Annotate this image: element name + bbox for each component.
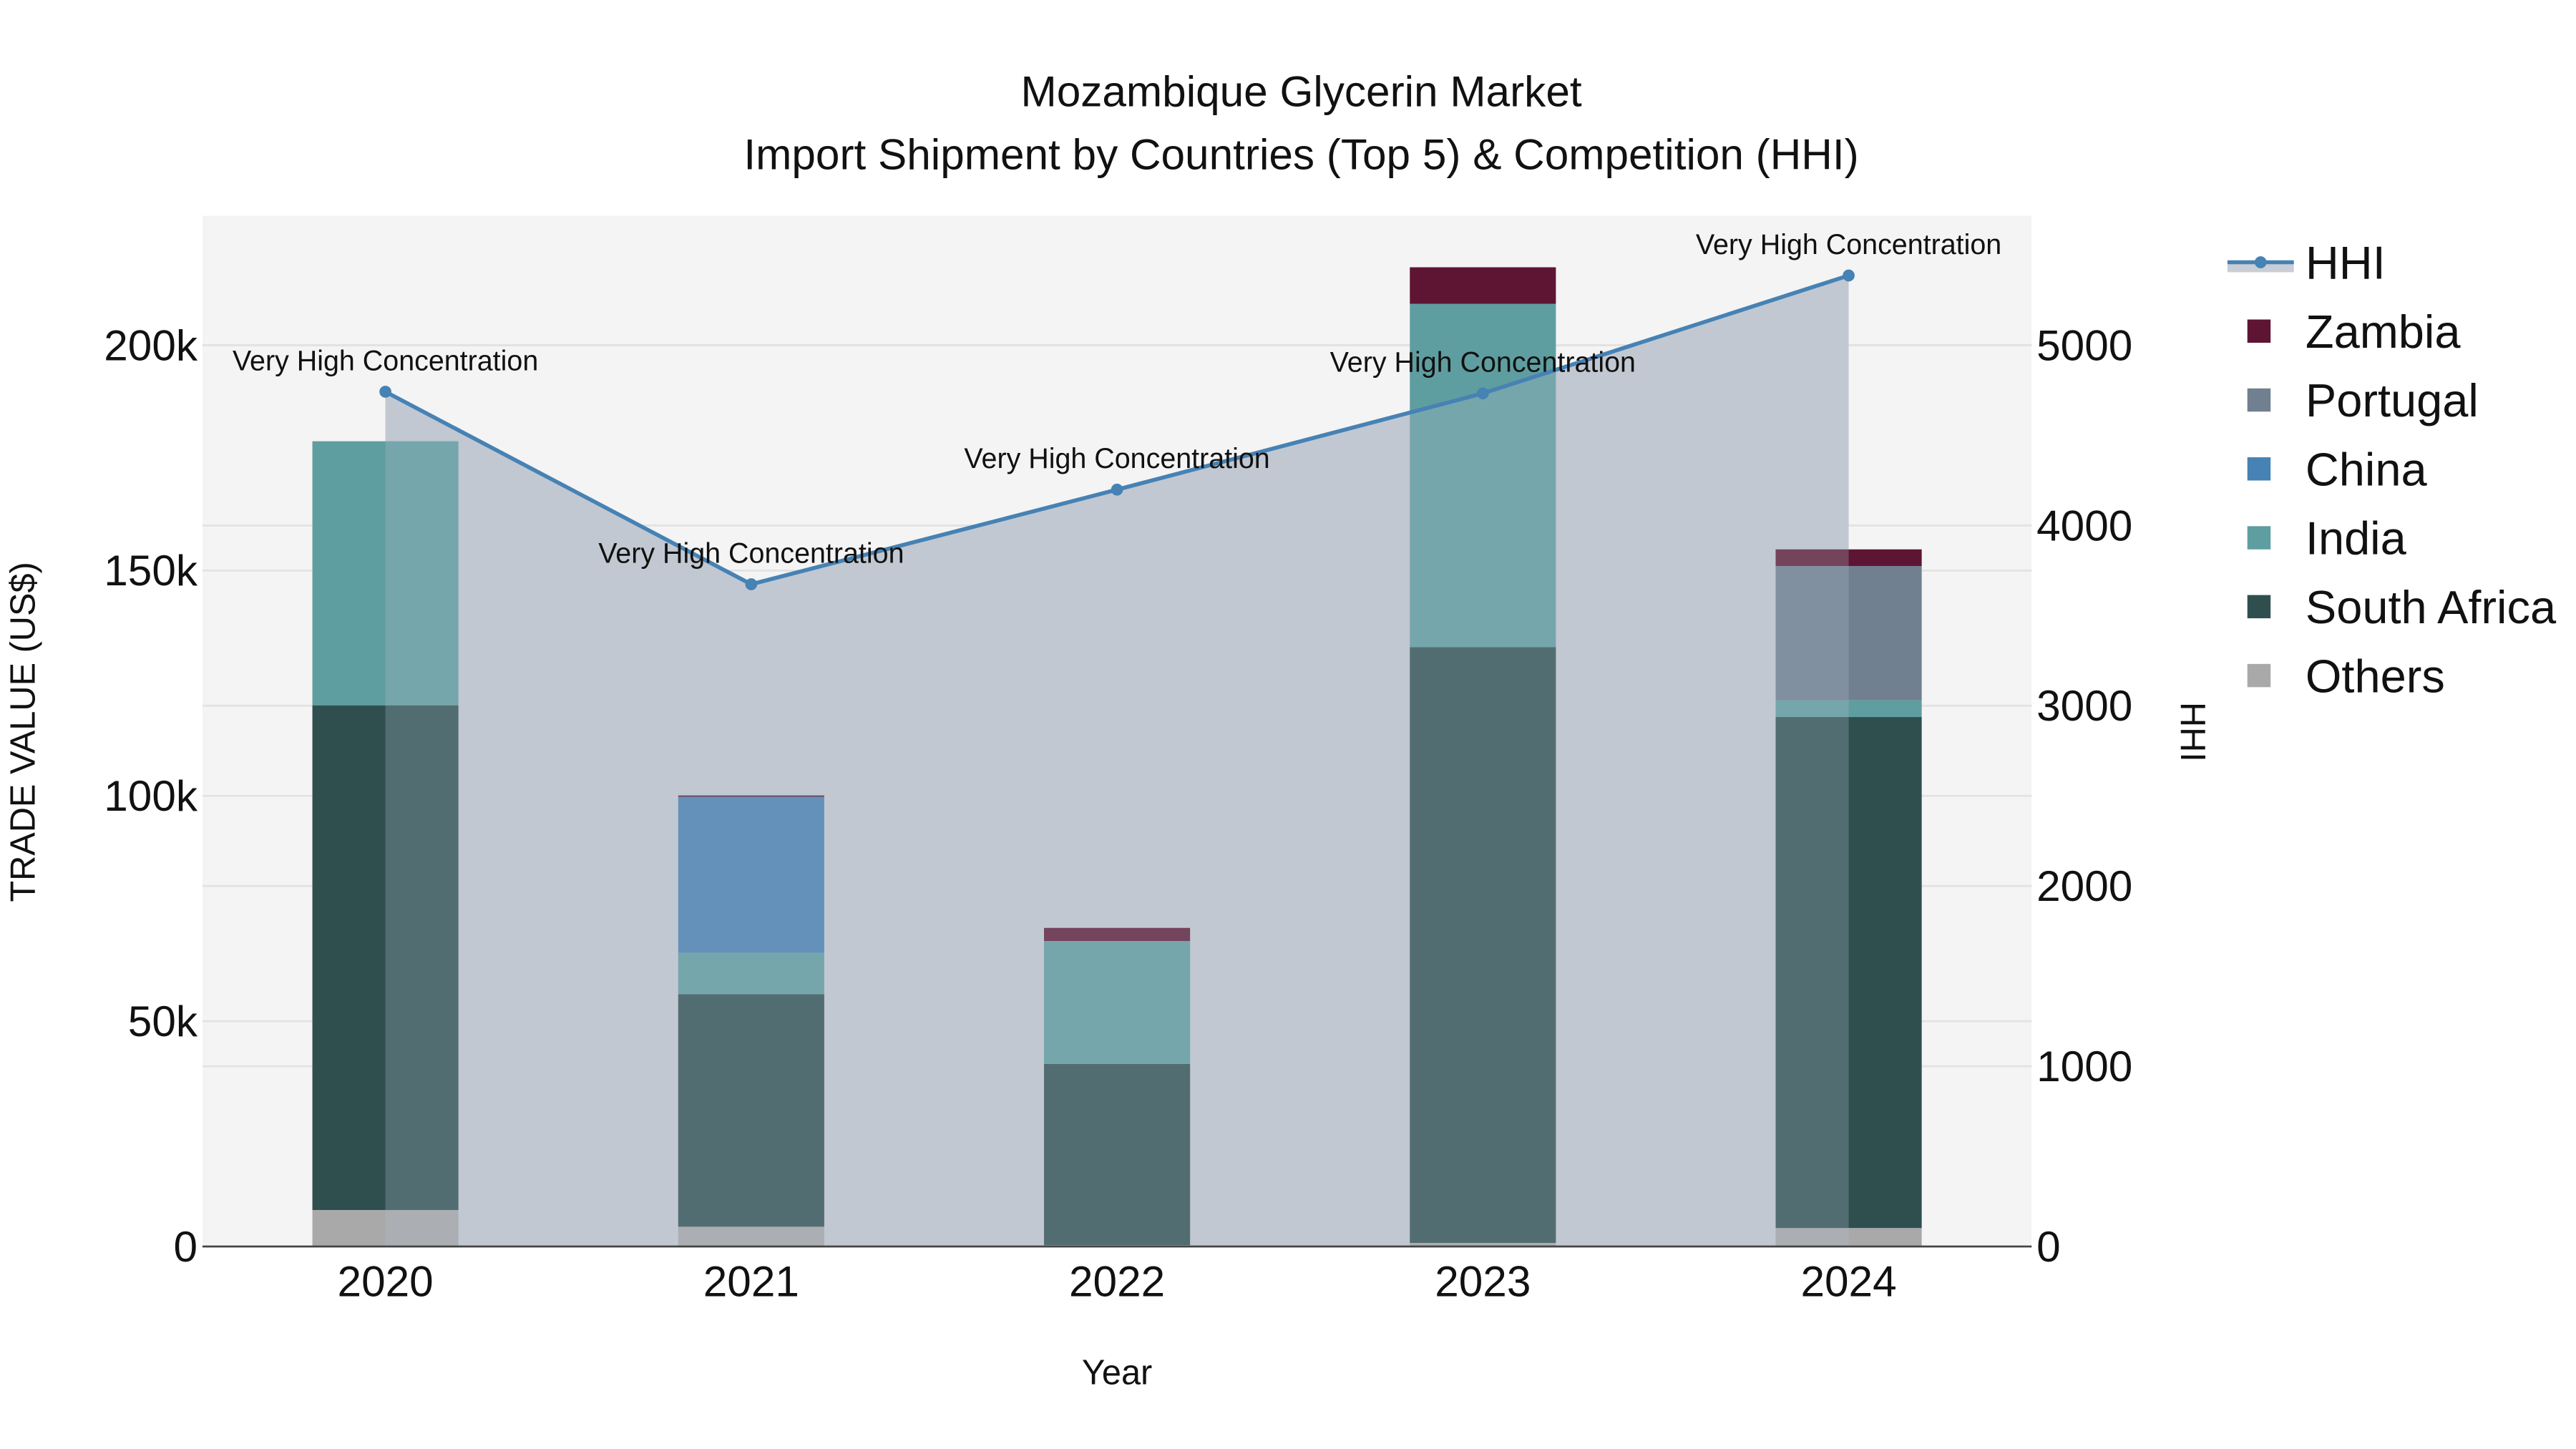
x-tick: 2023 bbox=[1435, 1257, 1531, 1306]
y-left-tick: 150k bbox=[104, 546, 198, 595]
bar-stack-2023[interactable] bbox=[1410, 267, 1556, 1247]
legend-item-india[interactable]: India bbox=[2247, 512, 2407, 565]
legend-swatch-icon bbox=[2247, 595, 2271, 619]
legend-label: South Africa bbox=[2306, 581, 2557, 633]
bar-segment-india[interactable] bbox=[1775, 700, 1922, 718]
legend-label: India bbox=[2306, 512, 2407, 565]
legend-swatch-icon bbox=[2247, 388, 2271, 412]
y-left-tick: 0 bbox=[173, 1222, 197, 1271]
hhi-marker[interactable] bbox=[1111, 483, 1123, 496]
y-right-tick: 5000 bbox=[2036, 321, 2132, 369]
x-tick: 2024 bbox=[1800, 1257, 1896, 1306]
bar-segment-others[interactable] bbox=[1410, 1242, 1556, 1247]
hhi-annotation: Very High Concentration bbox=[964, 443, 1269, 474]
legend-item-south-africa[interactable]: South Africa bbox=[2247, 581, 2557, 633]
y-left-axis-title: TRADE VALUE (US$) bbox=[4, 562, 43, 902]
chart-title-line1: Mozambique Glycerin Market bbox=[1020, 67, 1581, 115]
bar-segment-south-africa[interactable] bbox=[1044, 1063, 1191, 1246]
hhi-annotations: Very High Concentration Very High Concent… bbox=[233, 229, 2001, 570]
hhi-marker[interactable] bbox=[379, 386, 391, 398]
bar-segment-china[interactable] bbox=[678, 796, 824, 953]
bar-stack-2020[interactable] bbox=[312, 441, 459, 1247]
legend-label: Portugal bbox=[2306, 374, 2479, 426]
bar-stack-2024[interactable] bbox=[1775, 549, 1922, 1247]
hhi-annotation: Very High Concentration bbox=[1696, 229, 2001, 260]
bar-segment-zambia[interactable] bbox=[1410, 267, 1556, 304]
hhi-marker[interactable] bbox=[1476, 387, 1489, 400]
bar-segment-portugal[interactable] bbox=[1775, 566, 1922, 701]
bar-segment-others[interactable] bbox=[312, 1209, 459, 1247]
chart-title-line2: Import Shipment by Countries (Top 5) & C… bbox=[743, 130, 1858, 179]
legend-label: Others bbox=[2306, 650, 2445, 702]
bar-segment-india[interactable] bbox=[312, 441, 459, 706]
y-left-tick: 200k bbox=[104, 321, 198, 369]
hhi-area-overlay bbox=[385, 275, 1849, 1247]
legend-swatch-icon bbox=[2247, 457, 2271, 481]
x-tick-labels: 2020 2021 2022 2023 2024 bbox=[338, 1257, 1897, 1306]
legend-item-hhi[interactable]: HHI bbox=[2227, 237, 2386, 289]
legend-item-others[interactable]: Others bbox=[2247, 650, 2445, 702]
hhi-marker[interactable] bbox=[745, 578, 758, 590]
bar-segment-india[interactable] bbox=[1044, 941, 1191, 1064]
y-right-tick: 3000 bbox=[2036, 681, 2132, 730]
legend-marker-icon bbox=[2254, 256, 2267, 268]
bar-segment-south-africa[interactable] bbox=[1775, 717, 1922, 1229]
legend-item-zambia[interactable]: Zambia bbox=[2247, 306, 2462, 358]
x-axis-title: Year bbox=[1082, 1354, 1152, 1392]
bar-segment-south-africa[interactable] bbox=[1410, 647, 1556, 1243]
bar-segment-others[interactable] bbox=[1775, 1228, 1922, 1247]
legend-item-china[interactable]: China bbox=[2247, 443, 2428, 495]
bar-segment-zambia[interactable] bbox=[678, 795, 824, 797]
bar-segment-india[interactable] bbox=[678, 952, 824, 995]
x-tick: 2022 bbox=[1069, 1257, 1165, 1306]
bar-segment-zambia[interactable] bbox=[1775, 549, 1922, 567]
stacked-bars bbox=[312, 267, 1922, 1247]
hhi-line bbox=[379, 269, 1855, 590]
y-right-tick: 2000 bbox=[2036, 862, 2132, 910]
y-left-tick-labels: 0 50k 100k 150k 200k bbox=[104, 321, 198, 1271]
y-right-tick-labels: 0 1000 2000 3000 4000 5000 bbox=[2036, 321, 2132, 1271]
legend-label: Zambia bbox=[2306, 306, 2461, 358]
hhi-annotation: Very High Concentration bbox=[598, 537, 904, 569]
y-right-axis-title: HHI bbox=[2173, 702, 2212, 762]
bar-stack-2021[interactable] bbox=[678, 795, 824, 1247]
hhi-annotation: Very High Concentration bbox=[233, 345, 538, 376]
hhi-marker[interactable] bbox=[1843, 269, 1855, 282]
bar-segment-others[interactable] bbox=[678, 1226, 824, 1247]
bar-segment-south-africa[interactable] bbox=[312, 705, 459, 1210]
legend-swatch-icon bbox=[2247, 663, 2271, 688]
bar-segment-india[interactable] bbox=[1410, 303, 1556, 648]
bar-segment-south-africa[interactable] bbox=[678, 994, 824, 1227]
legend-label: HHI bbox=[2306, 237, 2386, 289]
legend-item-portugal[interactable]: Portugal bbox=[2247, 374, 2479, 426]
legend-label: China bbox=[2306, 443, 2428, 495]
y-left-tick: 50k bbox=[128, 997, 198, 1045]
y-right-tick: 0 bbox=[2036, 1222, 2061, 1271]
bar-stack-2022[interactable] bbox=[1044, 927, 1191, 1247]
legend-swatch-icon bbox=[2247, 319, 2271, 343]
y-left-tick: 100k bbox=[104, 771, 198, 820]
y-right-tick: 4000 bbox=[2036, 501, 2132, 550]
x-tick: 2021 bbox=[703, 1257, 799, 1306]
legend-swatch-icon bbox=[2247, 526, 2271, 550]
y-right-tick: 1000 bbox=[2036, 1042, 2132, 1091]
bar-segment-zambia[interactable] bbox=[1044, 927, 1191, 942]
x-tick: 2020 bbox=[338, 1257, 434, 1306]
legend: HHI Zambia Portugal China India South Africa O… bbox=[2227, 237, 2557, 702]
hhi-annotation: Very High Concentration bbox=[1330, 347, 1636, 379]
